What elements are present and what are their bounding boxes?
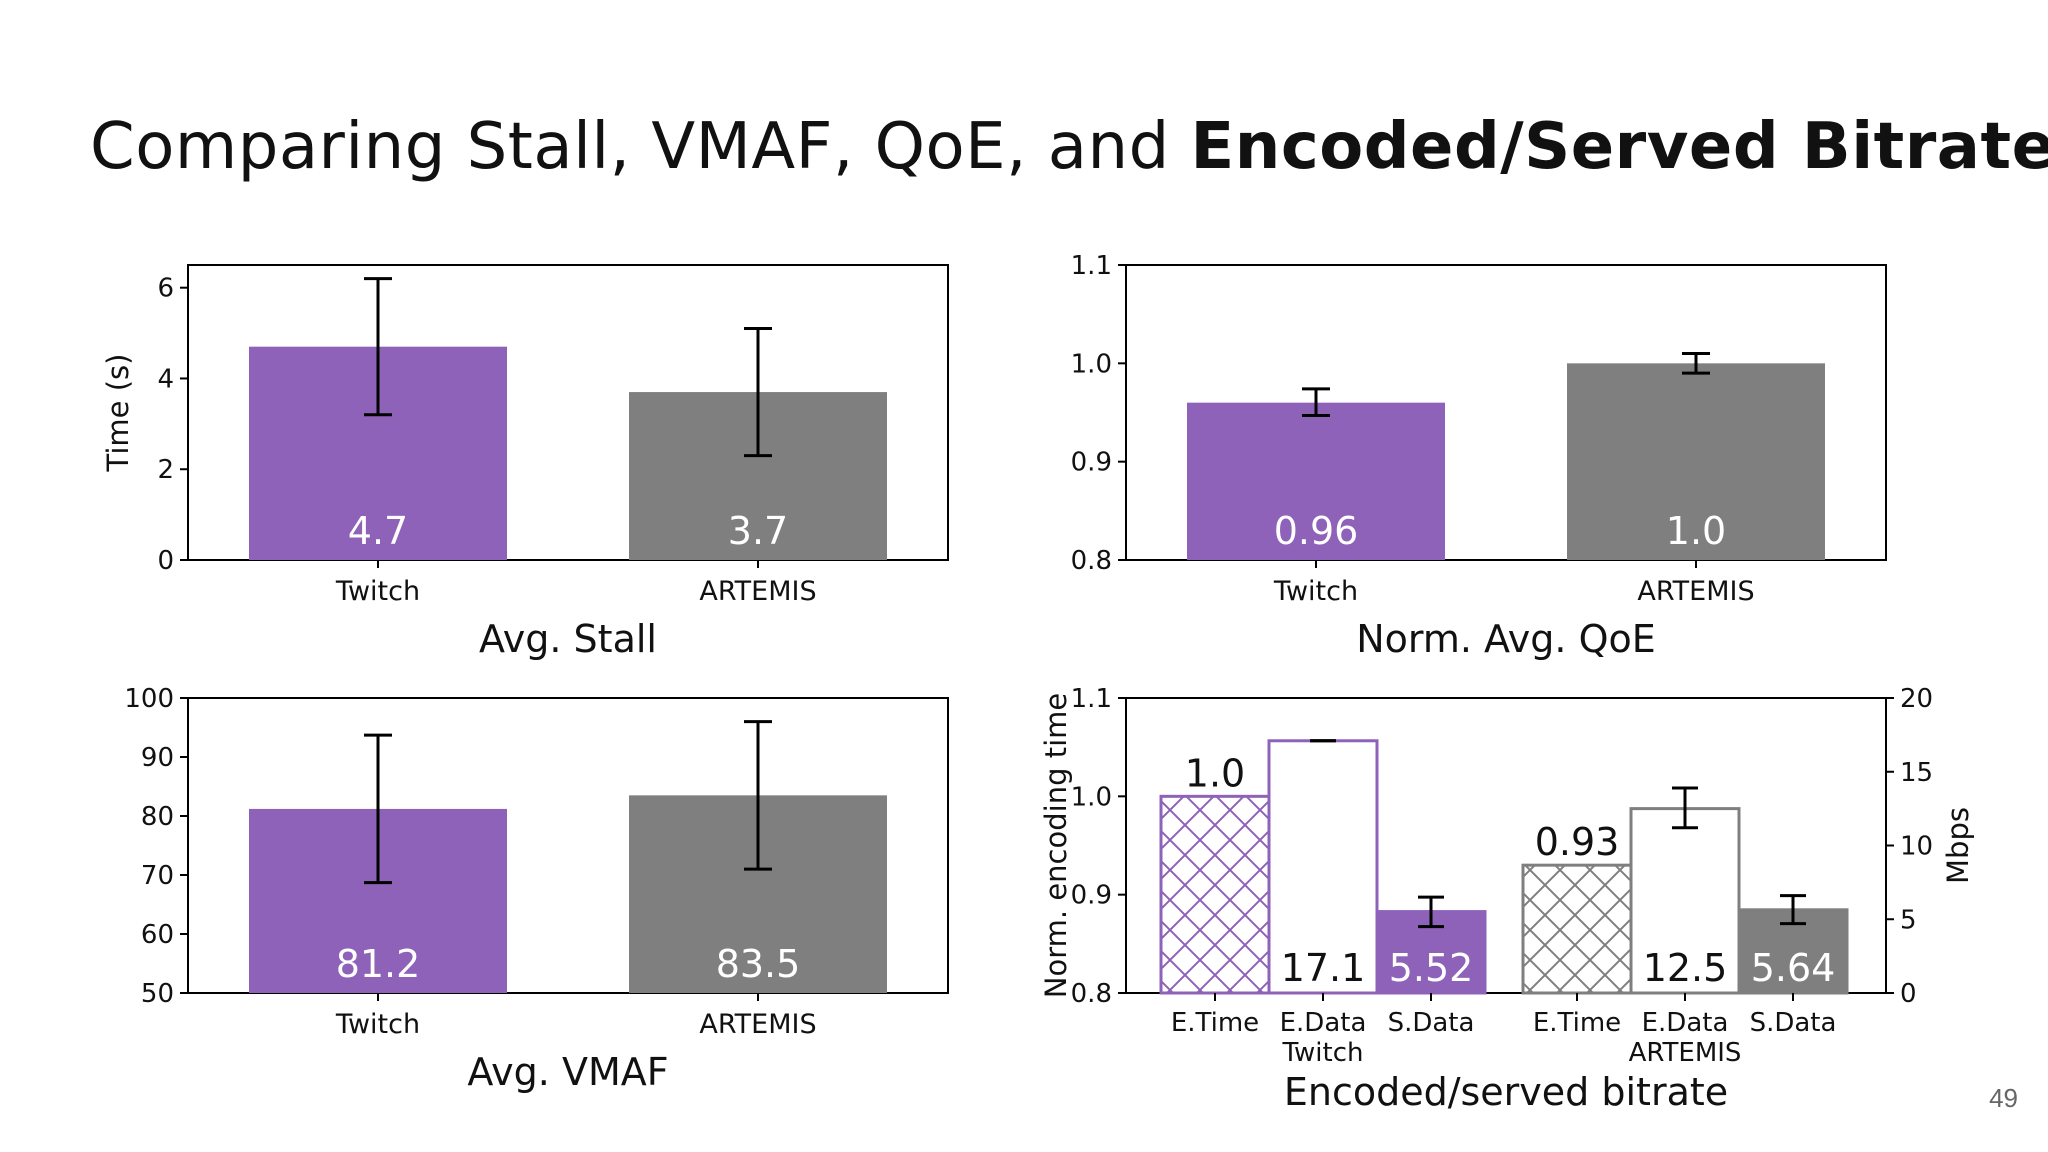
chart-title: Avg. Stall (479, 617, 657, 661)
x-tick-label: ARTEMIS (699, 576, 816, 607)
y-tick-label: 2 (157, 455, 174, 485)
y-right-tick-label: 20 (1900, 684, 1933, 714)
y-axis-label: Time (s) (101, 354, 135, 473)
y-axis-label: Norm. encoding time (1039, 693, 1073, 998)
group-label: ARTEMIS (1629, 1038, 1742, 1068)
y-tick-label: 1.1 (1071, 251, 1112, 281)
x-tick-label: Twitch (335, 1009, 420, 1040)
x-tick-label: ARTEMIS (699, 1009, 816, 1040)
chart-title: Norm. Avg. QoE (1356, 617, 1656, 661)
value-label: 5.52 (1389, 946, 1474, 990)
x-tick-label: Twitch (1273, 576, 1358, 607)
y-tick-label: 4 (157, 364, 174, 394)
x-tick-label: E.Data (1280, 1008, 1367, 1038)
bar-twitch (1187, 402, 1445, 560)
avg-vmaf-chart: 50 60 70 80 90 100 81.2 Twitch 83.5 ARTEMIS Avg. V… (124, 684, 949, 1094)
value-label: 4.7 (348, 509, 408, 553)
bar-artemis (1567, 363, 1825, 560)
x-tick-label: E.Time (1533, 1008, 1621, 1038)
y-right-tick-label: 10 (1900, 832, 1933, 862)
bar-e-data-artemis (1629, 807, 1741, 995)
value-label: 3.7 (728, 509, 788, 553)
y-tick-label: 1.1 (1071, 684, 1112, 714)
y-tick-label: 60 (141, 920, 174, 950)
chart-title: Avg. VMAF (467, 1050, 668, 1094)
chart-title: Encoded/served bitrate (1284, 1070, 1728, 1114)
avg-stall-chart: 0 2 4 6 4.7 Twitch 3.7 ARTEMIS Avg. Stall Time (s… (101, 264, 949, 661)
plot-frame (1125, 264, 1887, 561)
y-tick-label: 1.0 (1071, 782, 1112, 812)
y-tick-label: 90 (141, 743, 174, 773)
y-tick-label: 50 (141, 979, 174, 1009)
x-tick-label: Twitch (335, 576, 420, 607)
x-tick-label: S.Data (1388, 1008, 1475, 1038)
bar-e-time-artemis (1521, 863, 1633, 995)
x-tick-label: ARTEMIS (1637, 576, 1754, 607)
slide-title-regular: Comparing Stall, VMAF, QoE, and (90, 110, 1191, 184)
value-label: 5.64 (1751, 946, 1836, 990)
y-right-axis-label: Mbps (1941, 807, 1975, 884)
y-tick-label: 0 (157, 546, 174, 576)
y-tick-label: 100 (124, 684, 174, 714)
x-tick-label: S.Data (1750, 1008, 1837, 1038)
encoded-served-bitrate-chart: 0.8 0.9 1.0 1.1 0 5 10 15 20 1.0 E.Time 17.1 E.Data 5… (1039, 684, 1975, 1114)
bar-e-time-twitch (1159, 794, 1271, 995)
value-label: 83.5 (716, 942, 801, 986)
y-tick-label: 80 (141, 802, 174, 832)
value-label: 1.0 (1185, 751, 1245, 795)
y-tick-label: 0.9 (1071, 881, 1112, 911)
norm-avg-qoe-chart: 0.8 0.9 1.0 1.1 0.96 Twitch 1.0 ARTEMIS Norm. Av… (1071, 251, 1887, 661)
y-tick-label: 70 (141, 861, 174, 891)
group-label: Twitch (1281, 1038, 1363, 1068)
value-label: 17.1 (1281, 946, 1366, 990)
plot-frame (187, 264, 949, 561)
y-right-tick-label: 0 (1900, 979, 1917, 1009)
plot-frame (187, 697, 949, 994)
slide-title-bold: Encoded/Served Bitrate (1190, 110, 2048, 184)
x-tick-label: E.Time (1171, 1008, 1259, 1038)
slide-title: Comparing Stall, VMAF, QoE, and Encoded/… (90, 110, 2048, 184)
value-label: 1.0 (1666, 509, 1726, 553)
y-tick-label: 0.8 (1071, 546, 1112, 576)
y-tick-label: 0.8 (1071, 979, 1112, 1009)
value-label: 81.2 (336, 942, 421, 986)
value-label: 0.96 (1274, 509, 1359, 553)
value-label: 12.5 (1643, 946, 1728, 990)
y-tick-label: 1.0 (1071, 349, 1112, 379)
y-right-tick-label: 5 (1900, 905, 1917, 935)
x-tick-label: E.Data (1642, 1008, 1729, 1038)
value-label: 0.93 (1535, 820, 1620, 864)
page-number: 49 (1989, 1083, 2018, 1113)
y-right-tick-label: 15 (1900, 758, 1933, 788)
y-tick-label: 0.9 (1071, 448, 1112, 478)
y-tick-label: 6 (157, 274, 174, 304)
